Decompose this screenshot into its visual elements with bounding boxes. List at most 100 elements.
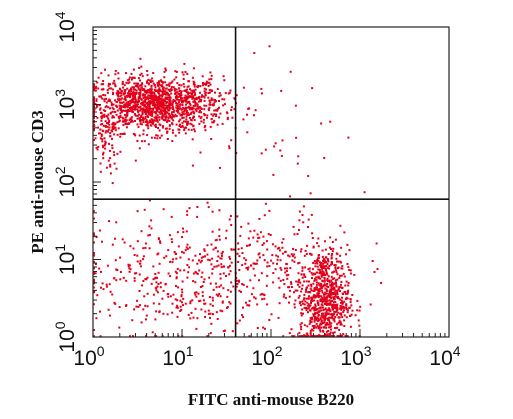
data-point [319, 323, 322, 326]
data-point [209, 316, 211, 319]
data-point [107, 121, 110, 123]
data-point [323, 259, 326, 262]
data-point [92, 278, 95, 281]
data-point [318, 254, 320, 256]
data-point [153, 96, 156, 99]
data-point [190, 96, 193, 98]
data-point [129, 268, 132, 271]
data-point [102, 88, 105, 91]
data-point [169, 96, 172, 99]
data-point [126, 87, 129, 90]
data-point [204, 302, 207, 305]
data-point [142, 93, 145, 96]
data-point [317, 292, 320, 295]
data-point [343, 309, 345, 312]
data-point [144, 304, 147, 307]
data-point [175, 97, 178, 100]
data-point [194, 254, 197, 257]
data-point [294, 249, 297, 251]
data-point [186, 120, 189, 123]
data-point [189, 92, 192, 95]
data-point [306, 244, 309, 247]
data-point [195, 107, 198, 110]
data-point [175, 277, 178, 280]
data-point [157, 283, 160, 285]
data-point [248, 299, 251, 302]
data-point [192, 124, 195, 127]
data-point [95, 146, 98, 149]
data-point [350, 313, 353, 316]
data-point [192, 96, 195, 99]
data-point [122, 101, 125, 104]
data-point [179, 299, 182, 302]
data-point [328, 281, 331, 284]
data-point [136, 117, 139, 120]
data-point [156, 253, 159, 256]
data-point [155, 126, 157, 128]
data-point [320, 326, 323, 329]
data-point [164, 109, 167, 112]
data-point [166, 313, 169, 316]
data-point [316, 308, 319, 311]
data-point [152, 265, 155, 268]
data-point [336, 278, 339, 281]
data-point [334, 238, 337, 241]
data-point [322, 322, 324, 324]
data-point [252, 236, 255, 239]
data-point [213, 113, 216, 116]
data-point [142, 129, 145, 132]
data-point [98, 229, 101, 232]
data-point [128, 78, 130, 81]
data-point [172, 293, 175, 296]
data-point [347, 136, 350, 139]
data-point [92, 253, 95, 256]
data-point [98, 267, 101, 270]
data-point [102, 157, 105, 160]
data-point [147, 94, 150, 97]
data-point [330, 322, 333, 325]
data-point [95, 98, 98, 101]
data-point [334, 301, 337, 303]
data-point [263, 214, 266, 217]
data-point [92, 83, 95, 86]
data-point [167, 249, 170, 252]
data-point [241, 314, 243, 317]
data-point [325, 256, 328, 259]
data-point [327, 303, 330, 306]
data-point [155, 134, 158, 137]
data-point [156, 104, 159, 107]
data-point [335, 285, 338, 288]
data-point [338, 316, 341, 319]
data-point [118, 306, 121, 308]
data-point [132, 106, 135, 108]
data-point [110, 87, 113, 90]
data-point [333, 293, 336, 296]
data-point [186, 213, 189, 216]
data-point [170, 117, 173, 120]
data-point [318, 325, 321, 328]
data-point [142, 280, 145, 282]
data-point [316, 325, 319, 328]
data-point [177, 109, 180, 112]
data-point [148, 108, 151, 111]
data-point [131, 110, 134, 113]
data-point [314, 317, 317, 320]
data-point [202, 118, 205, 121]
data-point [196, 215, 199, 218]
data-point [100, 72, 103, 75]
data-point [320, 271, 323, 274]
data-point [181, 113, 184, 115]
data-point [168, 234, 171, 237]
data-point [199, 100, 202, 103]
data-point [108, 98, 111, 101]
data-point [315, 261, 318, 264]
data-point [186, 101, 189, 104]
data-point [141, 75, 144, 78]
data-point [129, 108, 132, 111]
data-point [345, 307, 348, 309]
data-point [175, 76, 178, 79]
data-point [171, 311, 174, 314]
data-point [188, 106, 190, 109]
data-point [184, 249, 187, 252]
data-point [125, 119, 128, 122]
